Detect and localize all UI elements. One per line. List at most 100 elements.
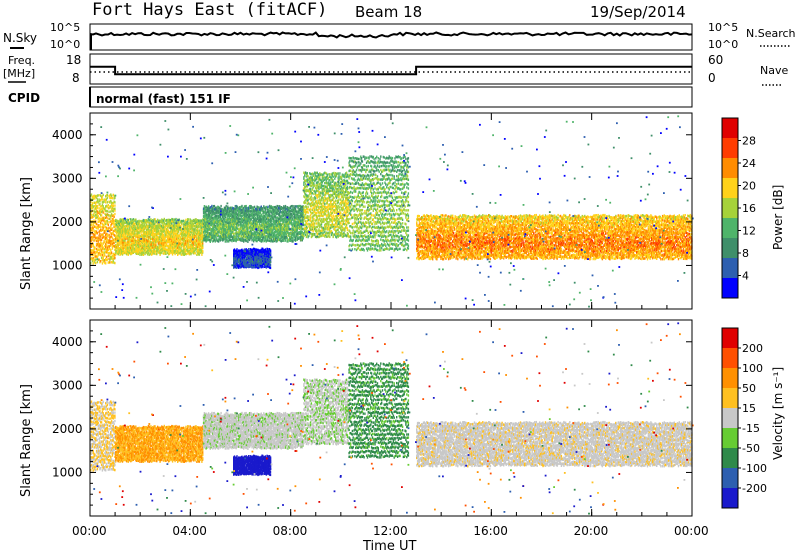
power-cell	[156, 227, 158, 230]
power-cell	[95, 207, 98, 211]
power-cell	[212, 236, 214, 239]
power-cell	[251, 228, 253, 232]
power-cell	[137, 252, 140, 256]
power-cell	[186, 234, 188, 238]
power-cell	[110, 251, 113, 254]
power-cell	[191, 247, 193, 250]
nsearch-tick-high: 10^5	[708, 21, 738, 34]
power-cell	[249, 237, 252, 240]
power-cell	[132, 226, 134, 229]
power-cell	[93, 201, 95, 204]
power-cell	[218, 206, 221, 210]
power-cell	[123, 240, 125, 243]
nsky-panel: N.Sky 10^5 10^0 10^5 10^0 N.Search	[3, 21, 796, 51]
power-cell	[235, 225, 237, 228]
power-cell	[262, 215, 264, 218]
power-cell	[94, 233, 96, 236]
power-cell	[220, 208, 222, 211]
power-cell	[92, 256, 94, 260]
power-cell	[97, 227, 99, 230]
power-cell	[115, 221, 118, 225]
power-cell	[230, 239, 232, 242]
power-cell	[141, 249, 143, 252]
power-cell	[94, 230, 96, 234]
power-cell	[135, 234, 137, 237]
power-cell	[159, 248, 161, 252]
power-cell	[230, 209, 232, 212]
power-cell	[150, 237, 152, 240]
power-cell	[205, 210, 207, 213]
power-cell	[124, 220, 126, 223]
power-cell	[148, 242, 150, 245]
nave-tick-0: 0	[708, 71, 716, 85]
power-cell	[156, 224, 158, 228]
power-cell	[197, 235, 200, 238]
power-cell	[142, 218, 145, 222]
power-cell	[170, 218, 172, 222]
power-cell	[129, 238, 131, 241]
power-cell	[142, 251, 145, 254]
power-cell	[182, 252, 184, 255]
power-cell	[107, 227, 109, 230]
power-cell	[119, 231, 121, 234]
chart-title: Fort Hays East (fitACF)	[92, 0, 327, 20]
power-cell	[226, 234, 228, 237]
power-cell	[222, 208, 224, 211]
power-cell	[221, 238, 223, 242]
power-cell	[152, 232, 155, 235]
power-cell	[259, 239, 262, 242]
power-cell	[238, 214, 241, 217]
power-cell	[106, 217, 109, 220]
power-cell	[253, 219, 255, 222]
power-cell	[229, 208, 231, 211]
power-cell	[91, 226, 94, 229]
power-cell	[208, 209, 211, 212]
power-cell	[108, 226, 110, 229]
power-cell	[148, 222, 150, 225]
power-cell	[253, 240, 255, 243]
power-cell	[194, 220, 196, 224]
power-cell	[136, 232, 139, 236]
power-cell	[222, 230, 224, 234]
power-cell	[91, 249, 94, 252]
power-cell	[101, 201, 104, 204]
power-cell	[177, 226, 179, 230]
power-cell	[143, 249, 145, 252]
power-cell	[99, 225, 101, 228]
power-cell	[188, 221, 191, 224]
power-cell	[112, 202, 114, 205]
power-cell	[120, 252, 122, 256]
power-cell	[184, 252, 186, 255]
power-cell	[97, 245, 99, 248]
power-cell	[175, 245, 177, 248]
power-cell	[193, 219, 196, 222]
power-cell	[198, 233, 201, 236]
power-cell	[172, 251, 175, 254]
freq-trace	[90, 65, 692, 76]
power-cell	[223, 211, 226, 215]
power-cell	[171, 246, 174, 249]
power-cell	[225, 224, 227, 228]
power-cell	[119, 223, 121, 226]
power-cell	[124, 221, 126, 224]
power-cell	[253, 213, 255, 216]
power-cell	[146, 246, 149, 249]
power-cell	[98, 252, 100, 255]
power-cell	[154, 218, 156, 221]
power-cell	[197, 245, 199, 249]
power-cell	[197, 252, 199, 256]
power-cell	[246, 230, 248, 234]
power-cell	[187, 224, 190, 227]
power-cell	[203, 239, 206, 242]
power-cell	[136, 238, 139, 241]
power-cell	[118, 234, 120, 237]
power-cell	[262, 217, 264, 220]
power-cell	[140, 242, 142, 245]
power-cell	[177, 223, 179, 226]
power-cell	[226, 237, 228, 240]
power-cell	[171, 230, 174, 234]
power-cell	[144, 246, 146, 250]
power-cell	[113, 225, 115, 229]
power-cell	[153, 235, 155, 239]
power-cell	[231, 206, 233, 209]
